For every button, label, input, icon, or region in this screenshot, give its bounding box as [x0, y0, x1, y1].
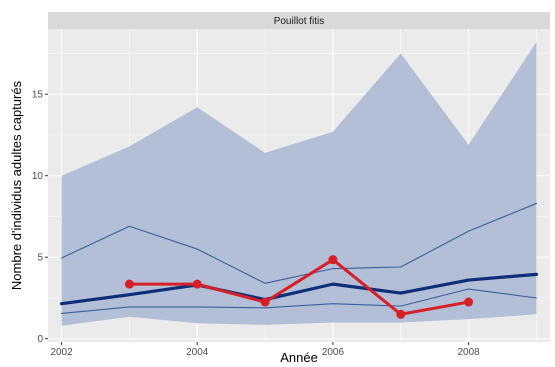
observed-point	[192, 279, 202, 289]
x-tick-label: 2002	[50, 347, 73, 358]
observed-line	[127, 258, 471, 316]
observed-point	[328, 255, 338, 265]
facet-title: Pouillot fitis	[274, 16, 325, 27]
observed-point	[396, 309, 406, 319]
y-tick-label: 5	[37, 253, 43, 264]
axis-tick-labels: 2002 2004 2006 2008 0 5 10 15	[32, 90, 480, 358]
axis-ticks	[45, 93, 470, 345]
y-tick-label: 10	[32, 171, 44, 182]
x-tick-label: 2008	[457, 347, 480, 358]
chart-marks	[59, 42, 539, 326]
mean-line	[59, 272, 539, 306]
x-axis-title: Année	[280, 350, 318, 365]
observed-point	[464, 297, 474, 307]
upper-quantile-line	[61, 202, 537, 284]
observed-point	[124, 279, 134, 289]
y-tick-label: 0	[37, 334, 43, 345]
lower-quantile-line	[61, 288, 537, 315]
x-tick-label: 2004	[186, 347, 209, 358]
x-tick-label: 2006	[322, 347, 345, 358]
observed-point	[260, 297, 270, 307]
strip-background	[48, 12, 550, 29]
y-axis-title: Nombre d'individus adultes capturés	[9, 80, 24, 290]
y-tick-label: 15	[32, 90, 44, 101]
credible-interval-ribbon	[61, 42, 537, 326]
